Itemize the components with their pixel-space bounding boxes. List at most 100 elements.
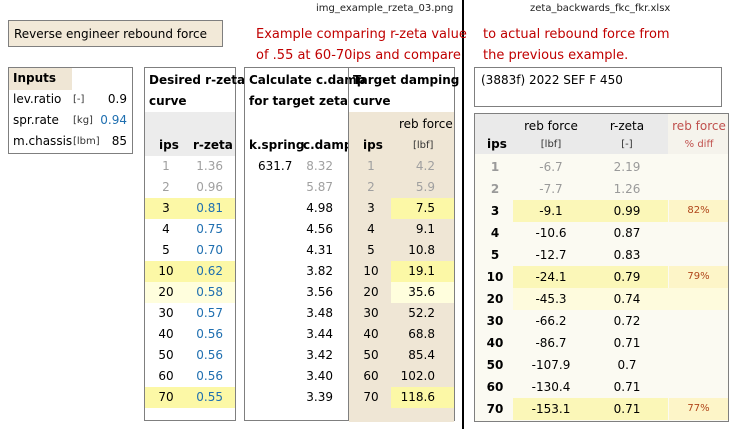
desired-rzeta-cell[interactable]: 0.58	[196, 285, 223, 299]
desired-ips-cell: 30	[158, 306, 174, 320]
right-ips-cell: 1	[490, 160, 500, 174]
calc-cdamp-cell: 3.82	[306, 264, 333, 278]
desired-rzeta-cell[interactable]: 0.55	[196, 390, 223, 404]
right-reb-cell: -7.7	[539, 182, 563, 196]
target-highlight-row	[391, 387, 454, 408]
right-reb-cell: -6.7	[539, 160, 563, 174]
note-right: to actual rebound force from the previou…	[483, 24, 670, 66]
right-ips-cell: 40	[486, 336, 504, 350]
desired-ips-cell: 4	[162, 222, 170, 236]
right-ips-cell: 4	[490, 226, 500, 240]
target-highlight-row	[391, 282, 454, 303]
desired-ips-cell: 5	[162, 243, 170, 257]
right-ips-cell: 2	[490, 182, 500, 196]
right-rzeta-cell: 0.83	[613, 248, 641, 262]
calc-cdamp-cell: 4.98	[306, 201, 333, 215]
right-pct-highlight	[669, 398, 728, 420]
target-ips-cell: 60	[363, 369, 379, 383]
right-reb-cell: -24.1	[535, 270, 567, 284]
target-ips-cell: 30	[363, 306, 379, 320]
right-rzeta-cell: 0.7	[617, 358, 637, 372]
right-ips-cell: 50	[486, 358, 504, 372]
target-ips-cell: 70	[363, 390, 379, 404]
note-right-line1: to actual rebound force from	[483, 27, 670, 42]
input-value-spr-rate[interactable]: 0.94	[100, 113, 127, 127]
desired-highlight-row	[145, 282, 235, 303]
desired-col-ips: ips	[159, 138, 179, 152]
right-col-pct-line2: % diff	[684, 139, 714, 150]
target-highlight-row	[391, 198, 454, 219]
right-rzeta-cell: 0.72	[613, 314, 641, 328]
desired-table: Desired r-zeta curve ips r-zeta 1 1.36 2 0.…	[144, 67, 245, 421]
desired-highlight-row	[145, 261, 235, 282]
calc-title-line2: for target zeta	[249, 94, 348, 108]
input-value-m-chassis[interactable]: 85	[111, 134, 127, 148]
desired-rzeta-cell[interactable]: 0.81	[196, 201, 223, 215]
target-reb-cell: 5.9	[415, 180, 435, 194]
right-rzeta-cell: 0.71	[613, 380, 641, 394]
desired-ips-cell: 3	[162, 201, 170, 215]
desired-ips-cell: 2	[162, 180, 170, 194]
page-title: Reverse engineer rebound force	[8, 20, 223, 47]
desired-rzeta-cell[interactable]: 0.96	[196, 180, 223, 194]
target-reb-cell: 68.8	[408, 327, 435, 341]
target-ips-cell: 50	[363, 348, 379, 362]
desired-rzeta-cell[interactable]: 1.36	[196, 159, 223, 173]
target-ips-cell: 5	[367, 243, 375, 257]
desired-rzeta-cell[interactable]: 0.56	[196, 348, 223, 362]
right-col-ips: ips	[487, 137, 507, 151]
desired-rzeta-cell[interactable]: 0.62	[196, 264, 223, 278]
desired-ips-cell: 20	[158, 285, 174, 299]
right-rzeta-cell: 0.99	[613, 204, 641, 218]
right-highlight-row	[513, 288, 728, 310]
calc-cdamp-cell: 8.32	[306, 159, 333, 173]
right-col-pct-line1: reb force	[672, 119, 726, 133]
desired-title-line2: curve	[149, 94, 187, 108]
target-reb-cell: 52.2	[408, 306, 435, 320]
desired-rzeta-cell[interactable]: 0.56	[196, 327, 223, 341]
input-label-m-chassis: m.chassis	[13, 134, 73, 148]
note-right-line2: the previous example.	[483, 48, 629, 63]
pane-divider	[462, 0, 464, 429]
right-ips-cell: 3	[490, 204, 500, 218]
input-unit-lev-ratio: [-]	[73, 94, 85, 105]
right-reb-cell: -66.2	[535, 314, 567, 328]
desired-rzeta-cell[interactable]: 0.75	[196, 222, 223, 236]
desired-highlight-row	[145, 198, 235, 219]
right-rzeta-cell: 0.74	[613, 292, 641, 306]
desired-ips-cell: 60	[158, 369, 174, 383]
calc-title-line1: Calculate c.damp	[249, 73, 366, 87]
calc-cdamp-cell: 3.44	[306, 327, 333, 341]
target-table: Target damping curve reb force ips [lbf]…	[348, 67, 459, 422]
right-rzeta-cell: 0.71	[613, 336, 641, 350]
right-ips-cell: 60	[486, 380, 504, 394]
inputs-panel: Inputs lev.ratio [-] 0.9 spr.rate [kg] 0…	[8, 67, 133, 154]
input-value-lev-ratio[interactable]: 0.9	[107, 92, 127, 106]
right-table: ips reb force [lbf] r-zeta [-] reb force…	[474, 113, 729, 422]
target-reb-cell: 118.6	[400, 390, 435, 404]
right-reb-cell: -107.9	[531, 358, 571, 372]
right-rzeta-cell: 2.19	[613, 160, 641, 174]
input-unit-spr-rate: [kg]	[73, 115, 93, 126]
desired-col-rzeta: r-zeta	[193, 138, 233, 152]
right-highlight-row	[513, 200, 668, 222]
right-reb-cell: -45.3	[535, 292, 567, 306]
right-ips-cell: 10	[486, 270, 504, 284]
right-pct-cell: 79%	[687, 271, 710, 282]
calc-cdamp-cell: 4.56	[306, 222, 333, 236]
desired-rzeta-cell[interactable]: 0.56	[196, 369, 223, 383]
calc-cdamp-cell: 3.56	[306, 285, 333, 299]
right-ips-cell: 20	[486, 292, 504, 306]
calc-cdamp-cell: 5.87	[306, 180, 333, 194]
target-col-ips: ips	[363, 138, 383, 152]
desired-rzeta-cell[interactable]: 0.70	[196, 243, 223, 257]
desired-ips-cell: 10	[158, 264, 174, 278]
desired-ips-cell: 1	[162, 159, 170, 173]
vehicle-label: (3883f) 2022 SEF F 450	[481, 73, 623, 87]
input-unit-m-chassis: [lbm]	[73, 136, 100, 147]
right-ips-cell: 5	[490, 248, 500, 262]
right-rzeta-cell: 0.71	[613, 402, 641, 416]
right-rzeta-cell: 0.79	[613, 270, 641, 284]
right-reb-cell: -86.7	[535, 336, 567, 350]
desired-rzeta-cell[interactable]: 0.57	[196, 306, 223, 320]
